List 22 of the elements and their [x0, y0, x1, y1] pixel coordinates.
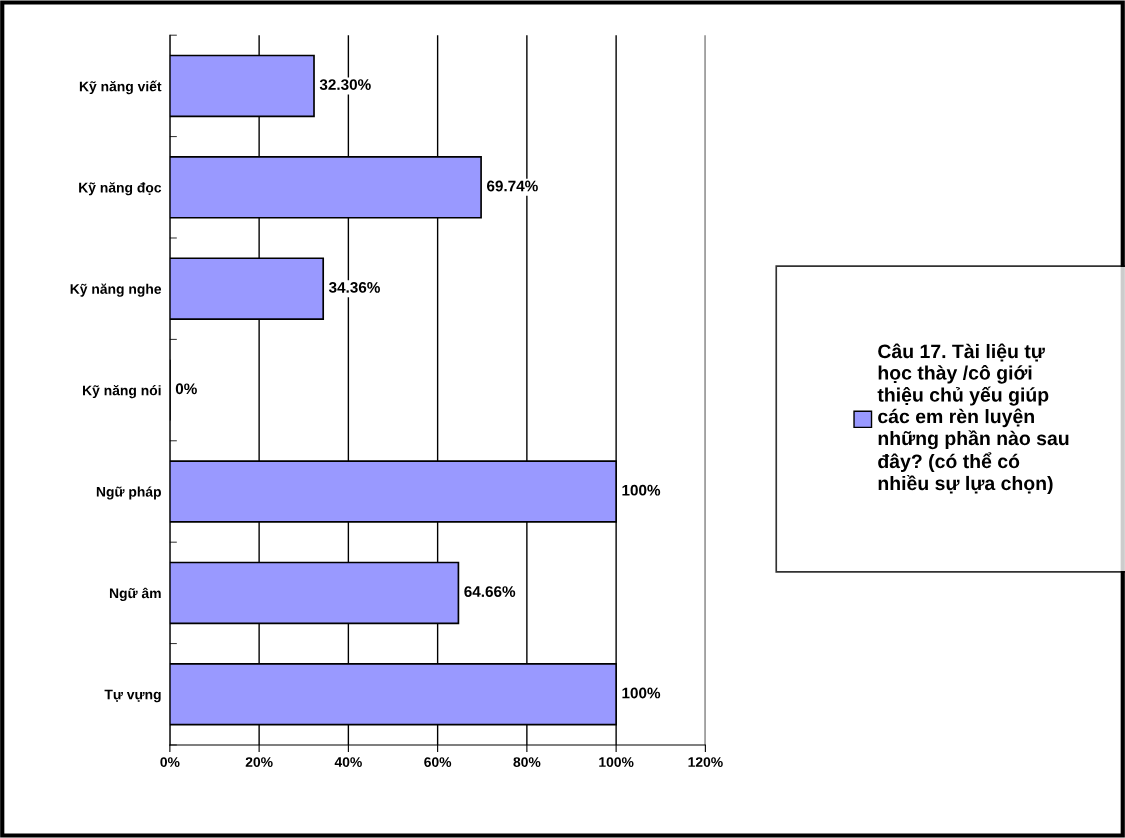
y-tick-label: Tự vựng — [104, 689, 161, 703]
x-tick-label: 40% — [334, 757, 362, 767]
data-label: 100% — [622, 484, 661, 496]
y-tick-label: Ngữ âm — [109, 587, 161, 602]
x-tick-label: 60% — [424, 757, 452, 767]
data-label: 64.66% — [464, 586, 516, 597]
x-tick-label: 120% — [688, 757, 723, 767]
x-tick-label: 0% — [160, 757, 180, 767]
y-tick-label: Ngữ pháp — [96, 486, 161, 500]
y-tick-label: Kỹ năng viết — [79, 80, 162, 95]
data-label: 0% — [175, 383, 197, 395]
data-label: 69.74% — [487, 180, 538, 192]
x-tick-label: 20% — [245, 757, 273, 767]
legend-label: Câu 17. Tài liệu tự học thày /cô giới thiệu chủ yếu giúp các em rèn luyện những phần nào sau đây? (có thể có nhiều sự lựa chọn) — [877, 343, 1069, 495]
data-label: 100% — [622, 687, 661, 699]
data-label: 32.30% — [319, 79, 371, 91]
x-tick-label: 80% — [513, 757, 541, 767]
y-tick-label: Kỹ năng nghe — [70, 283, 162, 297]
y-tick-label: Kỹ năng đọc — [79, 182, 162, 196]
data-label: 34.36% — [328, 281, 380, 293]
x-tick-label: 100% — [599, 757, 634, 767]
y-tick-label: Kỹ năng nói — [83, 384, 161, 399]
